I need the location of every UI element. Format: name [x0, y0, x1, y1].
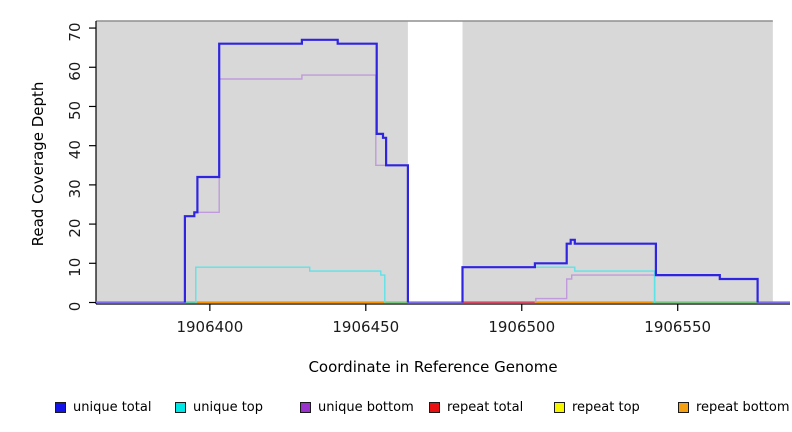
y-tick-label: 70 [66, 23, 84, 42]
legend-label: unique total [73, 399, 152, 415]
y-tick-label: 50 [66, 101, 84, 120]
y-tick-label: 10 [66, 258, 84, 277]
legend-swatch-repeat-top-icon [554, 401, 565, 413]
legend-label: repeat total [447, 399, 524, 415]
legend-item-repeat-bottom: repeat bottom [678, 399, 790, 415]
legend-item-unique-top: unique top [175, 399, 264, 415]
legend-swatch-unique-total-icon [55, 401, 66, 413]
series-unique-total [183, 38, 409, 303]
y-tick-label: 40 [66, 140, 84, 159]
x-tick-label: 1906400 [176, 318, 243, 336]
repeat-region-band [96, 21, 408, 303]
legend-label: repeat bottom [696, 399, 790, 415]
x-tick-label: 1906450 [332, 318, 399, 336]
legend-label: repeat top [572, 399, 640, 415]
y-tick-label: 0 [66, 302, 84, 312]
repeat-region-band [462, 21, 773, 303]
y-tick-label: 20 [66, 219, 84, 238]
y-axis-title: Read Coverage Depth [29, 81, 47, 247]
y-tick-label: 30 [66, 179, 84, 198]
legend-item-unique-total: unique total [55, 399, 152, 415]
legend-swatch-repeat-bottom-icon [678, 401, 689, 413]
legend-item-unique-bottom: unique bottom [300, 399, 414, 415]
series-unique-total [461, 238, 759, 303]
legend-label: unique top [193, 399, 264, 415]
x-tick-label: 1906500 [488, 318, 555, 336]
y-tick-label: 60 [66, 62, 84, 81]
legend-item-repeat-top: repeat top [554, 399, 640, 415]
x-axis-title: Coordinate in Reference Genome [308, 358, 558, 376]
x-tick-label: 1906550 [644, 318, 711, 336]
legend-swatch-repeat-total-icon [429, 401, 440, 413]
legend-label: unique bottom [318, 399, 414, 415]
legend-swatch-unique-bottom-icon [300, 401, 311, 413]
legend-item-repeat-total: repeat total [429, 399, 524, 415]
series-unique-top [195, 266, 386, 303]
series-unique-bottom [535, 274, 656, 303]
legend-swatch-unique-top-icon [175, 401, 186, 413]
